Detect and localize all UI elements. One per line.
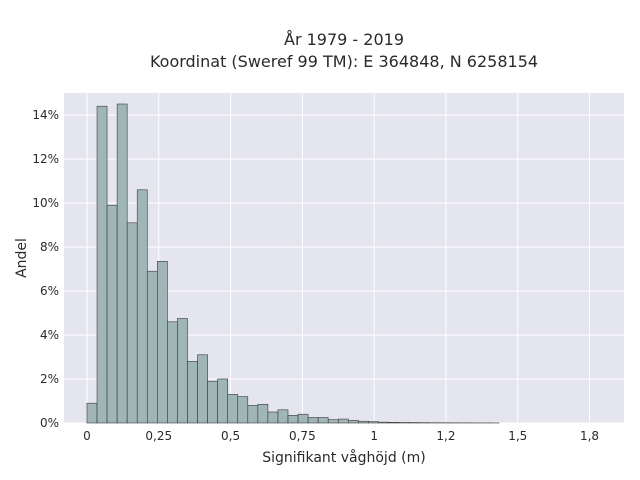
y-tick-labels: 0% 2% 4% 6% 8% 10% 12% 14% (32, 108, 59, 430)
x-tick-label-3: 0,75 (289, 429, 316, 443)
y-tick-label-5: 10% (32, 196, 59, 210)
y-tick-label-4: 8% (40, 240, 59, 254)
bar-8 (167, 321, 178, 424)
x-tick-label-4: 1 (370, 429, 378, 443)
bar-27 (358, 420, 369, 424)
bar-25 (337, 418, 349, 424)
x-tick-label-1: 0,25 (145, 429, 172, 443)
bar-7 (157, 260, 168, 424)
histogram-bars (86, 103, 500, 424)
bar-23 (317, 417, 329, 424)
bar-29 (378, 421, 389, 424)
bar-4 (126, 222, 138, 424)
y-tick-label-6: 12% (32, 152, 59, 166)
bar-22 (307, 417, 319, 424)
x-gridlines (86, 93, 591, 423)
bar-24 (327, 419, 339, 424)
bar-1 (96, 105, 108, 424)
x-tick-label-6: 1,5 (508, 429, 527, 443)
bar-5 (136, 189, 148, 424)
y-tick-label-7: 14% (32, 108, 59, 122)
bar-2 (106, 204, 118, 424)
bar-11 (197, 354, 208, 424)
y-tick-label-1: 2% (40, 372, 59, 386)
bar-9 (177, 318, 188, 424)
bar-10 (187, 361, 198, 424)
bar-28 (368, 421, 379, 424)
bar-12 (207, 380, 218, 424)
bar-20 (287, 414, 299, 424)
bar-14 (227, 394, 239, 424)
x-tick-label-2: 0,5 (221, 429, 240, 443)
bar-13 (217, 378, 228, 424)
y-axis-title: Andel (14, 238, 30, 278)
y-tick-label-0: 0% (40, 416, 59, 430)
y-tick-label-3: 6% (40, 284, 59, 298)
y-tick-label-2: 4% (40, 328, 59, 342)
chart-title-line1: År 1979 - 2019 (284, 30, 404, 49)
x-tick-label-7: 1,8 (580, 429, 599, 443)
bar-3 (116, 103, 128, 424)
bar-21 (297, 413, 309, 424)
x-axis-title: Signifikant våghöjd (m) (262, 449, 425, 466)
x-tick-label-5: 1,2 (436, 429, 455, 443)
bar-17 (257, 403, 269, 424)
bar-18 (267, 411, 279, 424)
bar-15 (237, 396, 249, 424)
bar-16 (247, 405, 259, 424)
bar-6 (146, 270, 158, 424)
x-tick-labels: 0 0,25 0,5 0,75 1 1,2 1,5 1,8 (83, 429, 599, 443)
x-tick-label-0: 0 (83, 429, 91, 443)
chart-title-line2: Koordinat (Sweref 99 TM): E 364848, N 62… (150, 52, 538, 71)
bar-0 (86, 402, 98, 424)
bar-30 (388, 422, 399, 424)
bar-26 (348, 420, 359, 424)
bar-19 (277, 409, 289, 424)
